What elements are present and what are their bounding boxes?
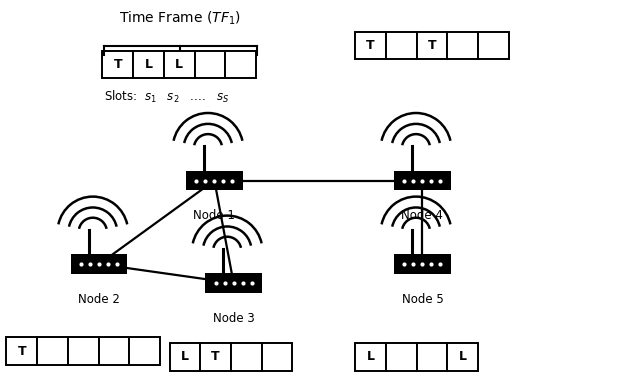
Text: L: L [181, 350, 189, 363]
Text: T: T [428, 39, 436, 52]
Bar [231, 343, 262, 370]
Text: Node 1: Node 1 [193, 209, 236, 222]
Bar [447, 32, 478, 59]
Bar [355, 343, 386, 370]
Bar [205, 273, 262, 293]
Text: T: T [366, 39, 375, 52]
Bar [186, 171, 243, 190]
Bar [225, 51, 256, 78]
Bar [164, 51, 195, 78]
Bar [262, 343, 292, 370]
Text: L: L [175, 58, 183, 71]
Text: Node 2: Node 2 [78, 293, 120, 306]
Text: Time Frame ($\mathit{TF}_1$): Time Frame ($\mathit{TF}_1$) [120, 10, 241, 27]
Bar [478, 32, 509, 59]
Text: T: T [113, 58, 122, 71]
Bar [6, 337, 37, 365]
Bar [447, 343, 478, 370]
Bar [417, 343, 447, 370]
Bar [200, 343, 231, 370]
Bar [37, 337, 68, 365]
Bar [102, 51, 133, 78]
Bar [386, 343, 417, 370]
Bar [170, 343, 200, 370]
Bar [71, 254, 127, 274]
Bar [129, 337, 160, 365]
Bar [394, 254, 451, 274]
Bar [355, 32, 386, 59]
Text: L: L [459, 350, 467, 363]
Text: T: T [211, 350, 220, 363]
Text: L: L [145, 58, 152, 71]
Text: Node 5: Node 5 [401, 293, 444, 306]
Text: Node 3: Node 3 [212, 312, 255, 325]
Bar [417, 32, 447, 59]
Bar [394, 171, 451, 190]
Bar [99, 337, 129, 365]
Bar [195, 51, 225, 78]
Bar [68, 337, 99, 365]
Text: Node 4: Node 4 [401, 209, 444, 222]
Text: Slots:  $s_1$   $s_2$   ....   $s_S$: Slots: $s_1$ $s_2$ .... $s_S$ [104, 89, 229, 105]
Text: T: T [17, 345, 26, 358]
Text: L: L [367, 350, 374, 363]
Bar [386, 32, 417, 59]
Bar [133, 51, 164, 78]
